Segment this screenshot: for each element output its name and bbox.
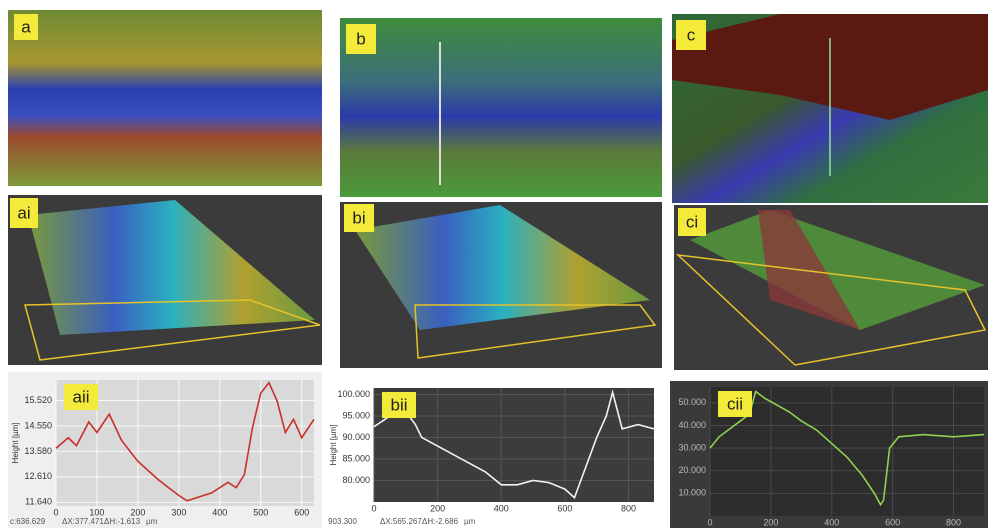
y-axis-title: Height [µm] (329, 424, 338, 465)
x-tick-label: 0 (707, 517, 712, 527)
status-text: ΔX:377.471 (62, 517, 104, 526)
y-tick-label: 11.640 (25, 497, 52, 507)
figure: a b c ai bi ci 11.640 12.610 13.580 14.550 1… (0, 0, 990, 531)
status-text: c:636.629 (10, 517, 46, 526)
x-tick-label: 400 (824, 517, 839, 527)
micrograph-b (340, 18, 662, 197)
panel-label: b (356, 29, 365, 48)
y-tick-label: 15.520 (24, 395, 52, 405)
x-tick-label: 600 (885, 517, 900, 527)
panel-label: bii (390, 395, 407, 414)
y-tick-label: 10.000 (678, 488, 706, 498)
y-tick-label: 85.000 (342, 453, 370, 463)
x-tick-label: 300 (171, 507, 186, 517)
x-tick-label: 600 (294, 507, 309, 517)
y-tick-label: 20.000 (678, 465, 706, 475)
x-tick-label: 400 (494, 503, 509, 513)
y-tick-label: 13.580 (24, 446, 52, 456)
y-tick-label: 14.550 (24, 420, 52, 430)
status-text: µm (464, 517, 476, 526)
y-axis-title: Height [µm] (11, 422, 20, 463)
y-tick-label: 100.000 (337, 389, 370, 399)
y-tick-label: 80.000 (342, 475, 370, 485)
panel-label: bi (352, 208, 365, 227)
y-tick-label: 95.000 (342, 410, 370, 420)
y-tick-label: 50.000 (678, 397, 706, 407)
status-text: µm (146, 517, 158, 526)
panel-label: ai (17, 203, 30, 222)
y-tick-label: 12.610 (24, 471, 52, 481)
y-tick-label: 90.000 (342, 432, 370, 442)
status-text: 903.300 (328, 517, 357, 526)
panel-label: c (687, 25, 696, 44)
status-text: ΔX:565.267 (380, 517, 422, 526)
y-tick-label: 40.000 (678, 420, 706, 430)
x-tick-label: 0 (53, 507, 58, 517)
panel-label: aii (72, 387, 89, 406)
x-tick-label: 0 (371, 503, 376, 513)
status-text: ΔH:-2.686 (422, 517, 459, 526)
x-tick-label: 200 (763, 517, 778, 527)
x-tick-label: 400 (212, 507, 227, 517)
page: a b c ai bi ci 11.640 12.610 13.580 14.550 1… (0, 0, 990, 531)
x-tick-label: 200 (430, 503, 445, 513)
x-tick-label: 200 (130, 507, 145, 517)
x-tick-label: 800 (621, 503, 636, 513)
y-tick-label: 30.000 (678, 442, 706, 452)
status-text: ΔH:-1.613 (104, 517, 141, 526)
x-tick-label: 100 (89, 507, 104, 517)
micrograph-a (8, 10, 322, 186)
x-tick-label: 500 (253, 507, 268, 517)
x-tick-label: 600 (557, 503, 572, 513)
panel-label: ci (686, 212, 698, 231)
panel-label: a (21, 17, 31, 36)
x-tick-label: 800 (946, 517, 961, 527)
panel-label: cii (727, 394, 743, 413)
